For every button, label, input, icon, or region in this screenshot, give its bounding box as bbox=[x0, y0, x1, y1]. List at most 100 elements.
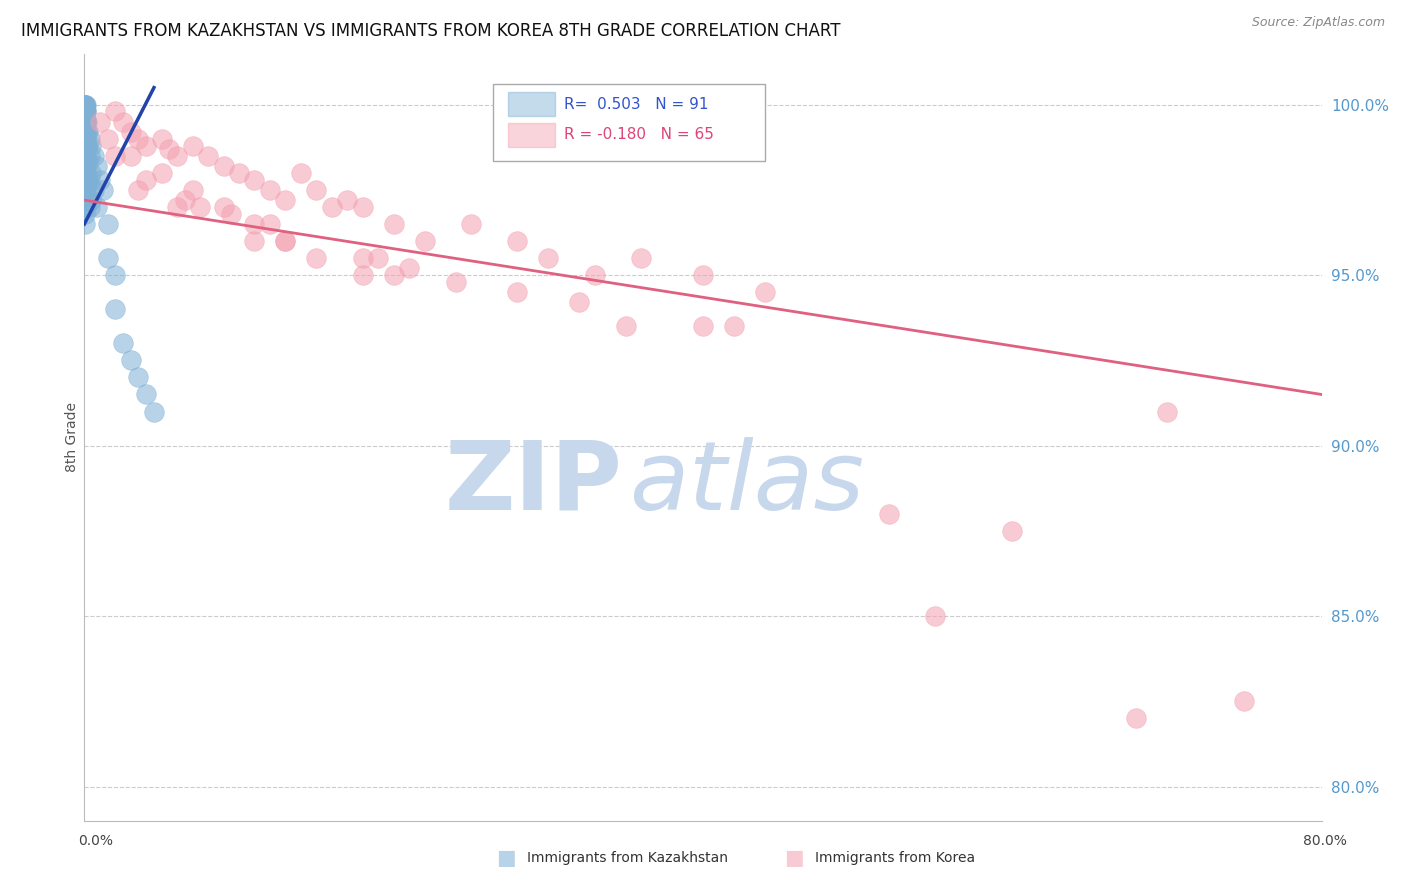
Text: 80.0%: 80.0% bbox=[1302, 834, 1347, 848]
Point bbox=[413, 234, 436, 248]
Point bbox=[75, 183, 97, 197]
Text: R = -0.180   N = 65: R = -0.180 N = 65 bbox=[564, 128, 714, 143]
Point bbox=[75, 121, 97, 136]
Point bbox=[259, 183, 281, 197]
Point bbox=[127, 183, 149, 197]
Point bbox=[76, 193, 98, 207]
Point bbox=[127, 370, 149, 384]
Point bbox=[75, 97, 97, 112]
Point bbox=[104, 149, 127, 163]
Point bbox=[77, 138, 100, 153]
FancyBboxPatch shape bbox=[508, 122, 554, 147]
Point bbox=[75, 104, 97, 119]
Point bbox=[274, 193, 297, 207]
Point bbox=[77, 172, 100, 186]
Y-axis label: 8th Grade: 8th Grade bbox=[65, 402, 79, 472]
Point bbox=[1001, 524, 1024, 538]
Text: R=  0.503   N = 91: R= 0.503 N = 91 bbox=[564, 96, 709, 112]
Point bbox=[76, 152, 98, 166]
Point bbox=[398, 261, 420, 276]
Point bbox=[723, 319, 745, 334]
Point bbox=[75, 179, 97, 194]
Point bbox=[321, 200, 343, 214]
Point bbox=[221, 207, 243, 221]
Point bbox=[86, 200, 108, 214]
Point bbox=[382, 217, 405, 231]
Point bbox=[75, 97, 97, 112]
Point bbox=[75, 145, 97, 160]
Point bbox=[77, 125, 100, 139]
Point bbox=[188, 200, 212, 214]
Point bbox=[75, 217, 97, 231]
Point bbox=[75, 152, 97, 166]
Text: atlas: atlas bbox=[628, 436, 863, 530]
Point bbox=[630, 251, 652, 265]
Point bbox=[79, 132, 101, 146]
FancyBboxPatch shape bbox=[508, 92, 554, 117]
Point bbox=[96, 132, 118, 146]
Point bbox=[181, 183, 204, 197]
Text: ZIP: ZIP bbox=[444, 436, 623, 530]
Point bbox=[305, 183, 328, 197]
Point bbox=[75, 138, 97, 153]
Point bbox=[290, 166, 312, 180]
Point bbox=[75, 125, 97, 139]
Point bbox=[77, 155, 100, 169]
Point bbox=[243, 172, 266, 186]
Point bbox=[75, 114, 97, 128]
Point bbox=[77, 193, 100, 207]
Point bbox=[583, 268, 606, 282]
Point bbox=[924, 609, 946, 624]
Point bbox=[75, 142, 97, 156]
Point bbox=[127, 132, 149, 146]
Point bbox=[537, 251, 560, 265]
Point bbox=[79, 200, 101, 214]
Point bbox=[75, 118, 97, 132]
Point bbox=[181, 138, 204, 153]
Point bbox=[104, 268, 127, 282]
Point bbox=[150, 166, 173, 180]
Point bbox=[352, 200, 374, 214]
Point bbox=[75, 149, 97, 163]
Point bbox=[692, 268, 714, 282]
Point bbox=[75, 112, 97, 126]
Point bbox=[104, 104, 127, 119]
Point bbox=[112, 114, 135, 128]
Point bbox=[877, 507, 900, 521]
Point bbox=[75, 128, 97, 143]
Point bbox=[336, 193, 359, 207]
Point bbox=[352, 268, 374, 282]
Point bbox=[444, 275, 467, 289]
Point bbox=[75, 114, 97, 128]
Point bbox=[75, 186, 97, 201]
Point bbox=[83, 149, 105, 163]
Point bbox=[150, 132, 173, 146]
Point bbox=[243, 217, 266, 231]
Point bbox=[75, 152, 97, 166]
Point bbox=[75, 152, 97, 166]
Point bbox=[75, 193, 97, 207]
Point bbox=[75, 200, 97, 214]
Point bbox=[135, 172, 157, 186]
Point bbox=[228, 166, 250, 180]
Point bbox=[159, 142, 180, 156]
Point bbox=[352, 251, 374, 265]
Point bbox=[76, 125, 98, 139]
Point bbox=[89, 114, 111, 128]
Point bbox=[135, 387, 157, 401]
Point bbox=[166, 200, 188, 214]
Point bbox=[75, 145, 97, 160]
Point bbox=[75, 97, 97, 112]
Point bbox=[75, 172, 97, 186]
Point bbox=[305, 251, 328, 265]
Point bbox=[120, 149, 142, 163]
Point bbox=[75, 179, 97, 194]
Point bbox=[91, 183, 114, 197]
Point bbox=[460, 217, 482, 231]
Point bbox=[75, 152, 97, 166]
Point bbox=[75, 132, 97, 146]
Point bbox=[506, 285, 529, 300]
Point bbox=[75, 97, 97, 112]
Point bbox=[75, 207, 97, 221]
Point bbox=[75, 166, 97, 180]
